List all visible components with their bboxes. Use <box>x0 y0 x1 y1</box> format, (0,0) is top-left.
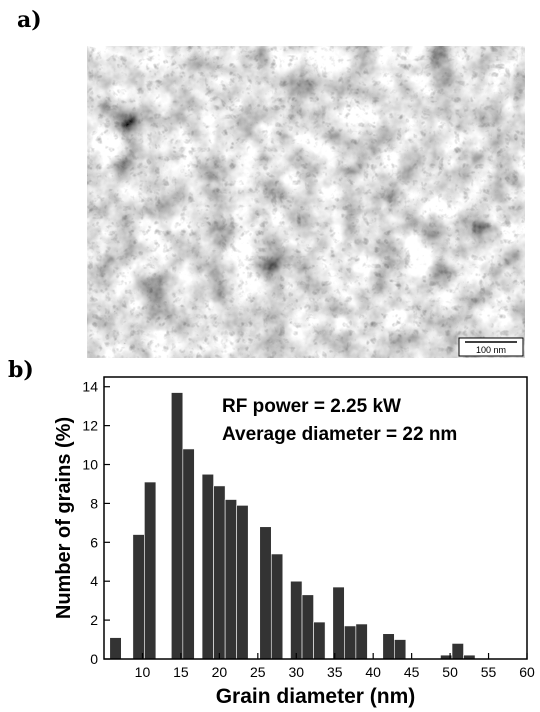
bar-14 <box>332 586 345 660</box>
bar-4 <box>182 448 195 660</box>
x-tick-label: 55 <box>481 664 497 680</box>
bar-11 <box>290 580 303 660</box>
bar-16 <box>355 623 368 660</box>
plot-frame <box>103 376 528 660</box>
bar-0 <box>109 637 122 660</box>
bar-15 <box>344 625 357 660</box>
bar-2 <box>144 481 157 660</box>
tem-micrograph: 100 nm <box>87 46 525 358</box>
y-axis-ticks: 0 2 4 6 8 10 12 14 <box>82 379 110 667</box>
micrograph-fine-texture <box>87 46 525 358</box>
x-tick-label: 10 <box>135 664 151 680</box>
annotation-rf-power: RF power = 2.25 kW <box>222 396 401 417</box>
bar-13 <box>313 621 326 660</box>
y-tick-label: 0 <box>90 651 98 667</box>
y-tick-label: 6 <box>90 534 98 550</box>
y-tick-label: 2 <box>90 612 98 628</box>
x-axis-ticks: 10 15 20 25 30 35 40 45 50 55 60 <box>135 653 535 680</box>
x-tick-label: 20 <box>212 664 228 680</box>
bar-3 <box>170 392 184 660</box>
panel-a-label: a) <box>17 7 42 33</box>
bar-12 <box>301 594 314 660</box>
bar-5 <box>201 473 214 660</box>
bar-18 <box>394 639 407 660</box>
bar-17 <box>382 633 395 660</box>
bar-6 <box>213 485 226 660</box>
x-tick-label: 40 <box>365 664 381 680</box>
bar-8 <box>236 505 249 660</box>
x-tick-label: 60 <box>519 664 535 680</box>
x-tick-label: 50 <box>442 664 458 680</box>
y-tick-label: 12 <box>82 418 98 434</box>
annotation-average-diameter: Average diameter = 22 nm <box>222 424 457 445</box>
x-tick-label: 35 <box>327 664 343 680</box>
y-tick-label: 8 <box>90 495 98 511</box>
y-tick-label: 10 <box>82 457 98 473</box>
x-tick-label: 15 <box>173 664 189 680</box>
x-tick-label: 25 <box>250 664 266 680</box>
bar-7 <box>224 499 237 660</box>
histogram-bars <box>109 392 476 660</box>
y-tick-label: 4 <box>90 573 98 589</box>
y-axis-label: Number of grains (%) <box>53 417 75 619</box>
x-tick-label: 45 <box>404 664 420 680</box>
bar-9 <box>259 526 272 660</box>
panel-b-label: b) <box>8 357 34 383</box>
scale-bar: 100 nm <box>458 337 524 357</box>
x-axis-label: Grain diameter (nm) <box>216 685 416 708</box>
bar-20 <box>451 643 464 660</box>
bar-1 <box>132 534 145 660</box>
bar-10 <box>270 553 284 660</box>
y-tick-label: 14 <box>82 379 98 395</box>
x-tick-label: 30 <box>288 664 304 680</box>
scale-bar-label: 100 nm <box>476 345 506 355</box>
